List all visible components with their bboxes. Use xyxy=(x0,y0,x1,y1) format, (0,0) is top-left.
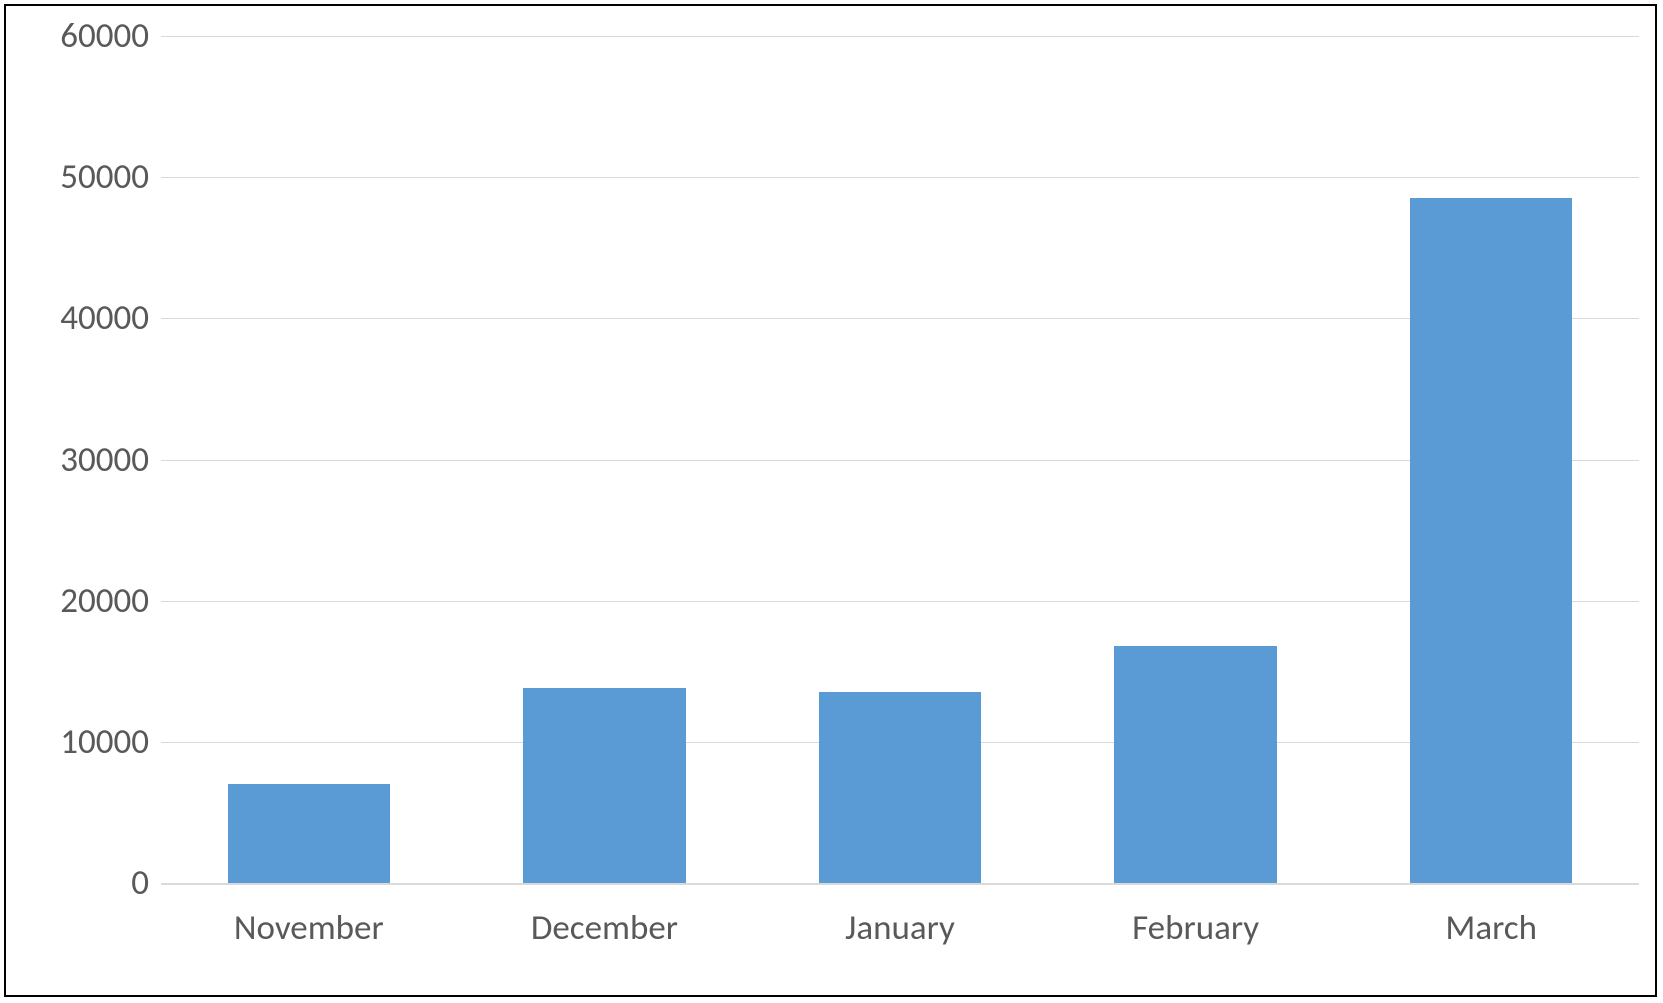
y-tick-label: 50000 xyxy=(60,156,161,198)
bar xyxy=(819,692,982,883)
bar xyxy=(1410,198,1573,883)
x-tick-label: March xyxy=(1445,883,1537,949)
x-tick-label: February xyxy=(1132,883,1259,949)
x-tick-label: December xyxy=(531,883,678,949)
y-tick-label: 20000 xyxy=(60,580,161,622)
plot-area: 0100002000030000400005000060000NovemberD… xyxy=(161,36,1639,883)
y-tick-label: 30000 xyxy=(60,439,161,481)
x-tick-label: November xyxy=(234,883,384,949)
y-tick-label: 60000 xyxy=(60,15,161,57)
gridline xyxy=(161,177,1639,178)
chart-frame: 0 10000 20000 30000 40000 50000 60000 November D… xyxy=(4,4,1657,997)
x-tick-label: January xyxy=(845,883,955,949)
y-tick-label: 10000 xyxy=(60,721,161,763)
y-tick-label: 40000 xyxy=(60,297,161,339)
y-tick-label: 0 xyxy=(131,862,161,904)
gridline xyxy=(161,36,1639,37)
bar xyxy=(1114,646,1277,883)
bar xyxy=(523,688,686,883)
bar xyxy=(228,784,391,883)
